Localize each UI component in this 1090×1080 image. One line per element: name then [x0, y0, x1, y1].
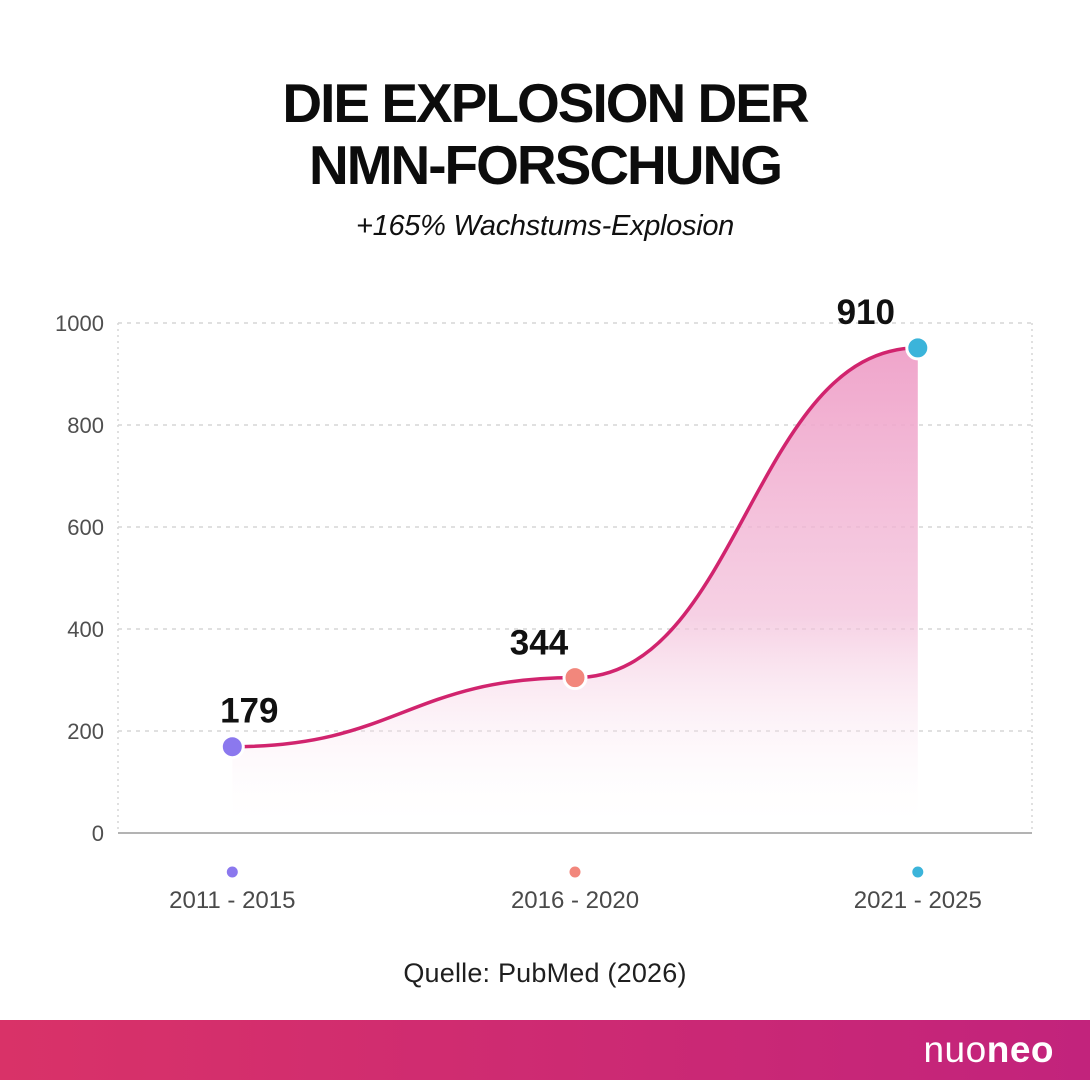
footer-bar: nuoneo — [0, 1020, 1090, 1080]
data-point — [562, 665, 588, 691]
brand-logo: nuoneo — [923, 1020, 1054, 1080]
value-label: 344 — [510, 624, 569, 663]
legend-dot — [912, 866, 924, 878]
trend-line — [230, 346, 920, 749]
chart-subtitle: +165% Wachstums-Explosion — [355, 210, 734, 242]
value-label: 910 — [837, 293, 895, 332]
y-tick-label: 800 — [67, 413, 104, 438]
brand-logo-prefix: nuo — [923, 1029, 987, 1070]
y-tick-label: 1000 — [55, 311, 104, 336]
page-title-line-2: NMN-FORSCHUNG — [308, 134, 783, 196]
x-category-label: 2011 - 2015 — [169, 887, 295, 914]
x-category-label: 2016 - 2020 — [511, 887, 639, 914]
y-tick-label: 200 — [67, 719, 104, 744]
y-tick-label: 600 — [67, 515, 104, 540]
source-note: Quelle: PubMed (2026) — [403, 958, 687, 988]
data-point — [219, 734, 245, 760]
legend-dot — [226, 866, 238, 878]
area-fill — [232, 347, 918, 833]
y-tick-label: 0 — [92, 821, 104, 846]
x-category-label: 2021 - 2025 — [854, 887, 982, 914]
nmn-research-area-chart: 0 200 400 600 800 1000 179 344 910 2011 - 2015 201… — [55, 293, 1033, 914]
legend-dot — [569, 866, 581, 878]
header: DIE EXPLOSION DER NMN-FORSCHUNG +165% Wa… — [0, 0, 1090, 243]
brand-logo-suffix: neo — [986, 1029, 1054, 1070]
data-point — [905, 335, 931, 361]
page-title-line-1: DIE EXPLOSION DER — [282, 72, 809, 134]
value-label: 179 — [220, 692, 278, 731]
y-tick-label: 400 — [67, 617, 104, 642]
